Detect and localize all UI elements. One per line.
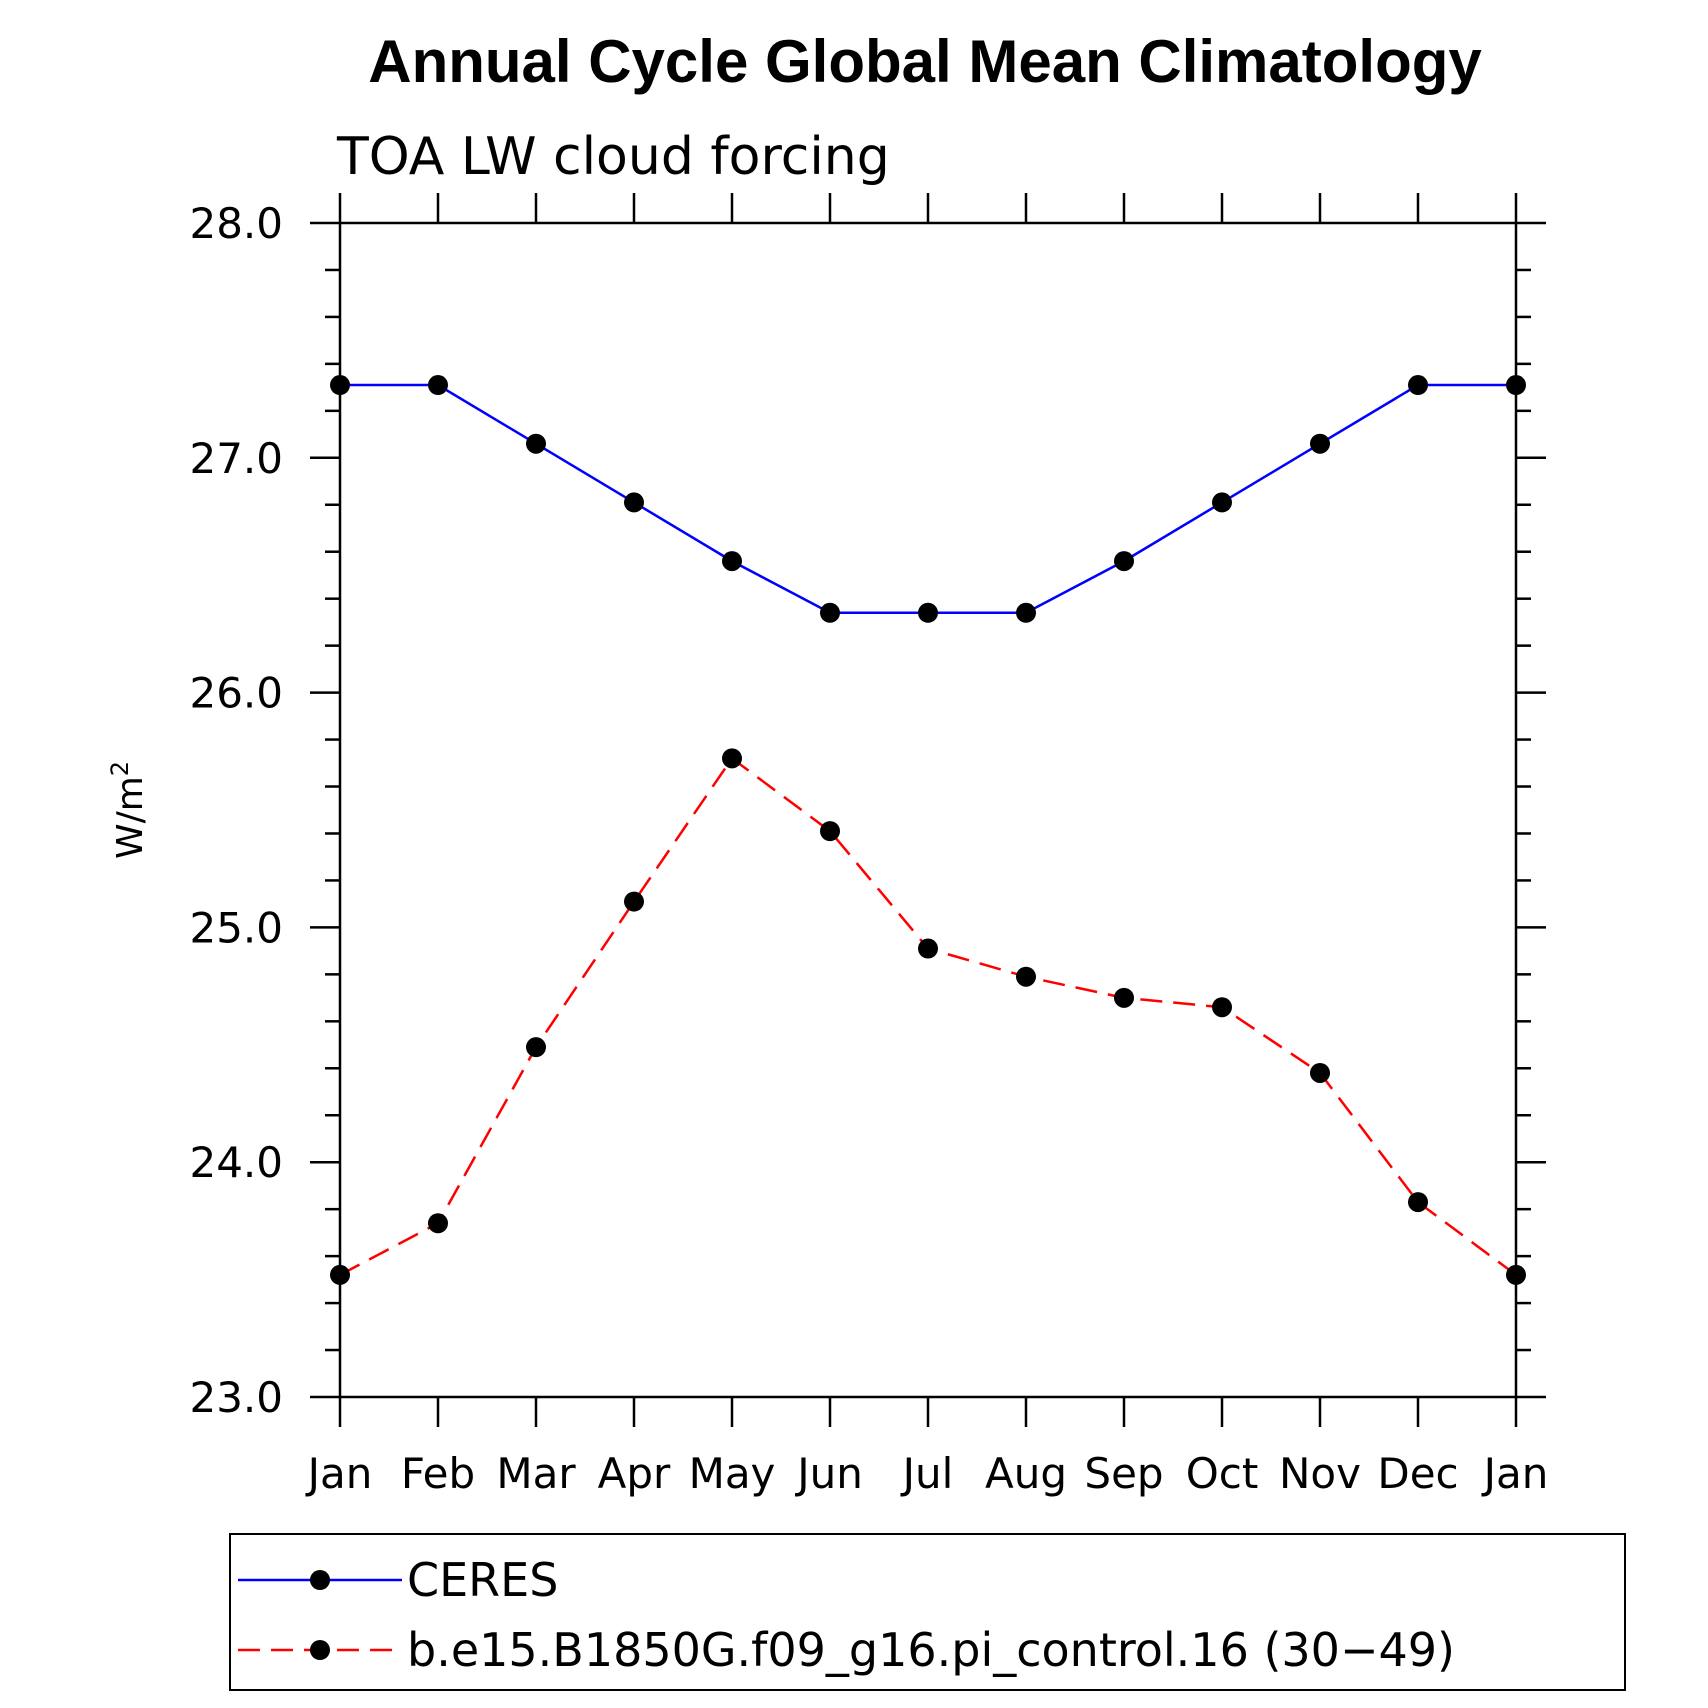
x-tick-label: Mar: [496, 1449, 576, 1498]
series-2-point: [1408, 1192, 1428, 1213]
series-1-point: [918, 602, 938, 623]
y-axis-label-superscript: 2: [106, 761, 134, 776]
x-tick-labels: Jan Feb Mar Apr May Jun Jul Aug Sep Oct Nov Dec Jan: [305, 1449, 1549, 1498]
x-tick-label: Apr: [598, 1449, 671, 1498]
x-tick-label: Dec: [1377, 1449, 1458, 1498]
series-1-point: [526, 433, 546, 454]
series-1-point: [1506, 375, 1526, 396]
series-1-point: [1016, 602, 1036, 623]
y-axis-label-text: W/m: [110, 776, 151, 859]
series-2-point: [820, 821, 840, 842]
plot-frame: [338, 221, 1518, 1399]
series-2-point: [1114, 987, 1134, 1008]
series-1-point: [722, 551, 742, 572]
x-tick-label: Sep: [1084, 1449, 1163, 1498]
legend-marker-2: [310, 1640, 330, 1660]
series-1-point: [330, 375, 350, 396]
series-2-point: [428, 1213, 448, 1234]
y-tick-label: 25.0: [189, 903, 283, 952]
series-2-point: [918, 938, 938, 959]
series-1-point: [428, 375, 448, 396]
legend: CERES b.e15.B1850G.f09_g16.pi_control.16 …: [238, 1553, 1455, 1677]
legend-label-1: CERES: [407, 1553, 558, 1607]
series-layer: [330, 375, 1526, 1285]
y-tick-label: 23.0: [189, 1373, 283, 1422]
y-tick-label: 28.0: [189, 199, 283, 248]
x-tick-label: Nov: [1279, 1449, 1361, 1498]
legend-box: [229, 1533, 1626, 1691]
series-1-point: [820, 602, 840, 623]
series-2-point: [1310, 1062, 1330, 1083]
y-tick-labels: 23.0 24.0 25.0 26.0 27.0 28.0: [189, 199, 283, 1422]
chart-title: Annual Cycle Global Mean Climatology: [368, 28, 1482, 95]
series-1-point: [1310, 433, 1330, 454]
x-tick-label: Jun: [794, 1449, 863, 1498]
x-tick-label: Jan: [305, 1449, 373, 1498]
series-2-point: [1016, 966, 1036, 987]
x-tick-label: May: [689, 1449, 776, 1498]
series-2-point: [1212, 997, 1232, 1018]
series-2-point: [624, 891, 644, 912]
y-tick-label: 27.0: [189, 434, 283, 483]
x-tick-label: Jan: [1481, 1449, 1549, 1498]
x-tick-label: Oct: [1186, 1449, 1259, 1498]
series-1-point: [1212, 492, 1232, 513]
x-tick-label: Feb: [401, 1449, 475, 1498]
legend-label-2: b.e15.B1850G.f09_g16.pi_control.16 (30−4…: [407, 1623, 1455, 1677]
axis-ticks: [310, 193, 1546, 1427]
series-2-point: [330, 1264, 350, 1285]
series-2-point: [722, 748, 742, 769]
series-line-2: [339, 756, 1517, 1277]
series-2-point: [526, 1037, 546, 1058]
x-tick-label: Jul: [900, 1449, 954, 1498]
series-1-point: [1114, 551, 1134, 572]
series-line-1: [340, 383, 1516, 615]
series-2-point: [1506, 1264, 1526, 1285]
series-1-point: [624, 492, 644, 513]
y-axis-label: W/m2: [106, 761, 151, 859]
series-1-point: [1408, 375, 1428, 396]
y-tick-label: 26.0: [189, 669, 283, 718]
x-tick-label: Aug: [985, 1449, 1067, 1498]
legend-marker-1: [310, 1570, 330, 1590]
chart-subtitle: TOA LW cloud forcing: [336, 127, 890, 187]
y-tick-label: 24.0: [189, 1138, 283, 1187]
